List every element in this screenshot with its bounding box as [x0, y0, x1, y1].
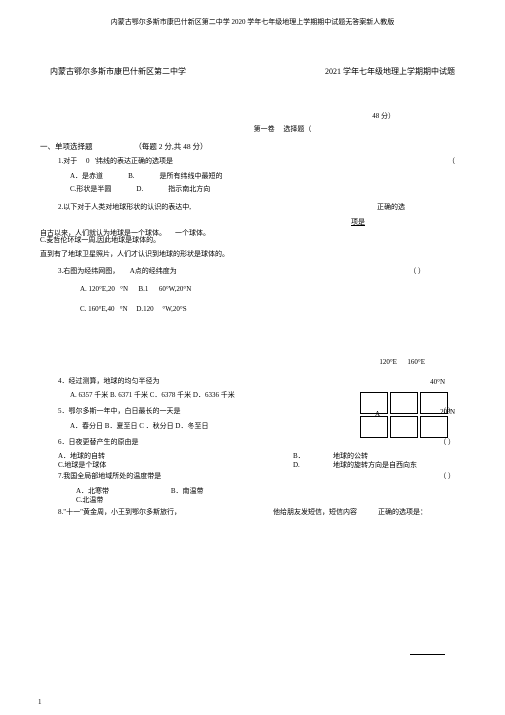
section-1: 一、单项选择题 （每题 2 分,共 48 分）	[40, 142, 465, 152]
coords-row: 120°E 160°E	[379, 358, 425, 367]
q8-r2: 正确的选项是：	[378, 507, 427, 518]
section-1-note: （每题 2 分,共 48 分）	[134, 142, 207, 151]
question-4: 4．经过测算，地球的均匀半径为	[58, 376, 465, 387]
q3-opt-c: C. 160°E,40	[80, 305, 115, 313]
q5-stem: 5．鄂尔多斯一年中，白日最长的一天是	[58, 407, 181, 415]
q3-opt-c-n: °N	[120, 305, 128, 313]
juan-label: 第一卷	[254, 125, 275, 133]
question-7: 7.我国全局部地域所处的温度带是 （ ）	[58, 471, 465, 482]
q7-opt-a: A．北寒带	[76, 487, 109, 495]
q1-paren: （	[448, 156, 455, 167]
score-text: 48 分）	[40, 112, 465, 121]
q6-opt-d-t: 地球的旋转方向是自西向东	[333, 461, 417, 470]
q3-opt-a-n: °N	[120, 285, 128, 293]
q1-opt-b-text: 是所有纬线中最短的	[159, 172, 222, 181]
page-header: 内蒙古鄂尔多斯市康巴什新区第二中学 2020 学年七年级地理上学期期中试题无答案…	[40, 18, 465, 27]
q3-opt-a: A. 120°E,20	[80, 285, 115, 293]
q1-opt-d: D.	[136, 185, 143, 194]
q6-paren: （ ）	[439, 437, 455, 448]
q6-opt-d: D.	[293, 461, 300, 470]
q7-paren: （ ）	[439, 471, 455, 482]
q1-tail: '纬线的表达正确的选项是	[95, 157, 173, 165]
q6-opt-a: A．地球的自转	[58, 452, 105, 460]
q6-opt-b: B．	[293, 452, 305, 461]
q8-stem: 8."十一"黄金周，小王到鄂尔多斯旅行，	[58, 508, 181, 516]
q8-r1: 他给朋友发短信，短信内容	[273, 507, 357, 518]
overlap-line-1: 自古以来，人们就认为地球是一个球体。	[40, 229, 166, 237]
question-1: 1.对于 0 '纬线的表达正确的选项是 （	[58, 156, 465, 167]
question-2: 2.以下对于人类对地球形状的认识的表达中, 正确的选	[58, 202, 465, 213]
q1-opts-row2: C.形状是半圆 D. 指示南北方向	[70, 185, 465, 194]
q2-stem: 2.以下对于人类对地球形状的认识的表达中,	[58, 203, 191, 211]
q3-opt-d: D.120	[136, 305, 153, 313]
q1-mid: 0	[86, 157, 90, 165]
q6-row2: C.地球是个球体 D. 地球的旋转方向是自西向东	[58, 461, 465, 470]
title-right: 2021 学年七年级地理上学期期中试题	[325, 67, 455, 77]
title-left: 内蒙古鄂尔多斯市康巴什新区第二中学	[50, 67, 186, 77]
q6-row1: A．地球的自转 B． 地球的公转	[58, 452, 465, 461]
q1-stem: 1.对于	[58, 157, 77, 165]
q1-opt-d-text: 指示南北方向	[168, 185, 210, 194]
q4-stem: 4．经过测算，地球的均匀半径为	[58, 377, 160, 385]
q7-stem: 7.我国全局部地域所处的温度带是	[58, 472, 161, 480]
question-5: 5．鄂尔多斯一年中，白日最长的一天是 （ ）	[58, 406, 465, 417]
page-number: 1	[38, 698, 42, 707]
q3-paren: （ ）	[409, 266, 425, 277]
q1-opt-c: C.形状是半圆	[70, 185, 111, 194]
question-3: 3.右图为经纬网图， A点的经纬度为 （ ）	[58, 266, 465, 277]
juan-sub: 选择题（	[283, 125, 311, 133]
q3-stem: 3.右图为经纬网图，	[58, 267, 119, 275]
question-8: 8."十一"黄金周，小王到鄂尔多斯旅行， 他给朋友发短信，短信内容 正确的选项是…	[58, 507, 465, 518]
q3-tail: A点的经纬度为	[130, 267, 177, 275]
title-row: 内蒙古鄂尔多斯市康巴什新区第二中学 2021 学年七年级地理上学期期中试题	[40, 67, 465, 77]
q5-paren: （ ）	[439, 406, 455, 417]
q2-right: 正确的选	[377, 202, 405, 213]
q7-opt-c: C.北温带	[76, 496, 465, 505]
q6-opt-c: C.地球是个球体	[58, 461, 106, 469]
q3-opt-d-t: °W,20°S	[162, 305, 186, 313]
q7-opt-b: B．南温带	[171, 487, 204, 495]
q7-row1: A．北寒带 B．南温带	[76, 487, 465, 496]
section-1-title: 一、单项选择题	[40, 142, 93, 151]
blank-line	[410, 654, 445, 655]
juan-line: 第一卷 选择题（	[40, 125, 465, 134]
q3-opt-b-t: 60°W,20°N	[159, 285, 191, 293]
q1-opt-a: A．是赤道	[70, 172, 103, 181]
overlap-line-1b: 一个球体。	[175, 229, 210, 239]
q6-opt-b-t: 地球的公转	[333, 452, 368, 461]
coord-1: 120°E	[379, 358, 397, 366]
question-6: 6．日夜更替产生的原由是 （ ）	[58, 437, 465, 448]
q3-opts: A. 120°E,20 °N B.1 60°W,20°N C. 160°E,40…	[80, 282, 465, 316]
q2-right2: 项是	[40, 218, 465, 227]
q1-opts-row1: A．是赤道 B. 是所有纬线中最短的	[70, 172, 465, 181]
q6-stem: 6．日夜更替产生的原由是	[58, 438, 139, 446]
q3-opt-b: B.1	[139, 285, 149, 293]
q1-opt-b: B.	[128, 172, 134, 181]
coord-2: 160°E	[407, 358, 425, 366]
indent-satellite: 直到有了地球卫星照片，人们才认识到地球的形状是球体的。	[40, 250, 465, 260]
